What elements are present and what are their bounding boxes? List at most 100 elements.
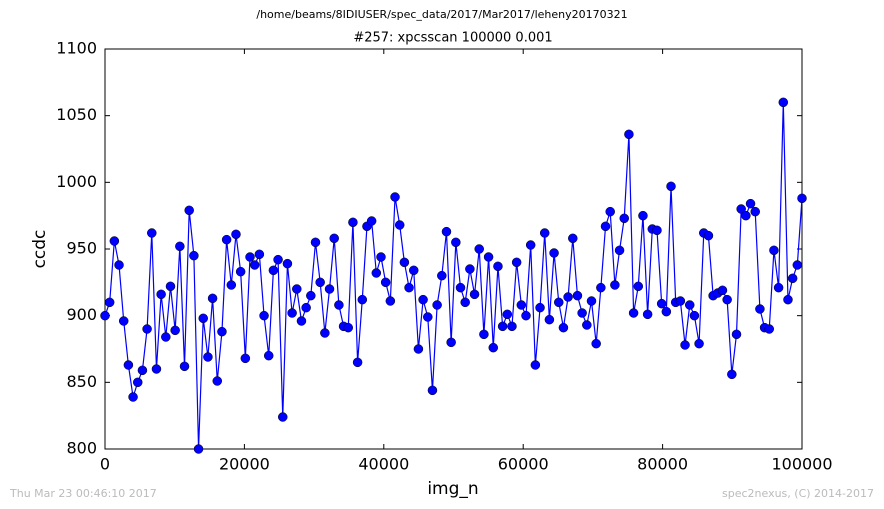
data-point <box>717 285 728 296</box>
data-point <box>179 361 190 372</box>
data-line <box>104 102 803 450</box>
data-point <box>161 332 171 342</box>
data-point <box>193 444 204 454</box>
data-point <box>605 206 615 217</box>
chart-title: #257: xpcsscan 100000 0.001 <box>353 31 552 46</box>
data-point <box>539 228 550 238</box>
data-point <box>624 129 634 140</box>
data-point <box>278 412 288 422</box>
data-point <box>479 329 489 340</box>
data-point <box>787 273 798 284</box>
data-point <box>306 290 316 301</box>
data-point <box>226 280 237 290</box>
data-point <box>385 296 396 306</box>
data-point <box>684 300 695 310</box>
data-point <box>680 340 690 350</box>
data-point <box>221 234 232 245</box>
data-point <box>554 297 564 308</box>
footer-left: Thu Mar 23 00:46:10 2017 <box>9 487 157 500</box>
data-point <box>572 290 583 301</box>
x-tick-label: 100000 <box>771 455 832 474</box>
data-point <box>151 364 162 374</box>
data-point <box>118 316 129 326</box>
data-point <box>497 321 508 332</box>
data-point <box>128 392 138 402</box>
data-point <box>310 237 321 248</box>
data-point <box>563 292 573 302</box>
data-point <box>488 342 499 353</box>
data-point <box>451 237 461 248</box>
data-point <box>413 344 424 354</box>
data-point <box>109 236 120 246</box>
data-point <box>792 260 803 270</box>
data-point <box>474 244 484 254</box>
y-tick-label: 800 <box>66 439 97 458</box>
data-point <box>530 360 541 370</box>
data-point <box>633 281 644 292</box>
data-point <box>254 249 265 260</box>
data-point <box>296 316 307 326</box>
data-point <box>427 385 438 396</box>
data-point <box>511 257 522 268</box>
data-point <box>287 308 297 318</box>
data-point <box>628 308 639 318</box>
data-point <box>245 252 255 262</box>
data-point <box>268 265 279 276</box>
data-point <box>334 300 344 310</box>
data-point <box>460 297 470 308</box>
y-tick-label: 1100 <box>56 39 97 58</box>
data-point <box>516 300 527 310</box>
data-point <box>147 228 157 238</box>
data-point <box>722 294 732 305</box>
data-point <box>614 245 625 256</box>
data-point <box>212 376 223 386</box>
data-point <box>769 245 779 256</box>
data-point <box>750 206 760 217</box>
data-point <box>404 282 414 293</box>
data-point <box>666 181 676 192</box>
footer-right: spec2nexus, (C) 2014-2017 <box>722 487 874 500</box>
data-point <box>371 268 382 278</box>
data-point <box>184 205 194 216</box>
data-point <box>502 309 513 320</box>
data-point <box>469 289 480 300</box>
x-tick-label: 60000 <box>498 455 549 474</box>
data-point <box>745 198 756 209</box>
data-point <box>273 254 283 265</box>
data-point <box>423 312 433 322</box>
data-point <box>642 309 653 320</box>
data-point <box>320 328 330 338</box>
data-point <box>689 310 700 321</box>
x-tick-label: 20000 <box>219 455 270 474</box>
data-point <box>376 252 386 262</box>
data-point <box>343 322 353 333</box>
data-point <box>764 324 775 334</box>
data-point <box>329 233 339 244</box>
data-point <box>549 248 559 258</box>
data-point <box>638 210 648 221</box>
data-point <box>582 320 592 330</box>
data-point <box>198 313 208 324</box>
data-point <box>741 210 751 221</box>
data-point <box>727 369 737 380</box>
data-point <box>591 338 601 349</box>
data-point <box>493 261 503 272</box>
data-point <box>610 280 620 290</box>
data-point <box>586 296 597 306</box>
data-point <box>137 365 148 376</box>
data-point <box>577 308 587 318</box>
data-point <box>259 310 269 321</box>
data-point <box>652 225 662 236</box>
data-point <box>366 216 377 226</box>
data-point <box>165 281 176 292</box>
data-point <box>783 294 793 305</box>
x-axis-label: img_n <box>427 479 478 499</box>
data-point <box>231 229 241 240</box>
y-axis-label: ccdc <box>30 230 50 269</box>
data-point <box>175 241 185 252</box>
data-point <box>675 296 686 306</box>
data-point <box>399 257 410 268</box>
data-point <box>441 226 452 237</box>
data-point <box>661 306 672 317</box>
